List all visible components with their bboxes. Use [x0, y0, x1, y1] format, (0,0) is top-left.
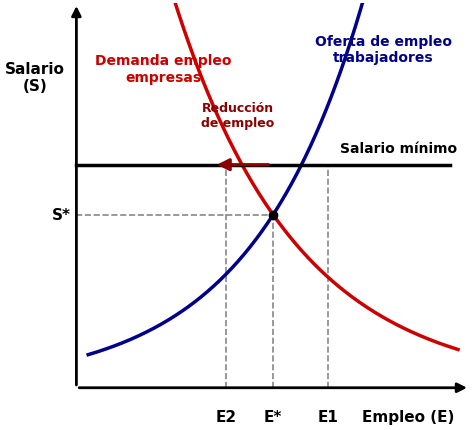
Text: Salario mínimo: Salario mínimo [340, 142, 457, 156]
Text: Empleo (E): Empleo (E) [362, 409, 454, 424]
Text: S*: S* [52, 208, 71, 223]
Text: E*: E* [264, 409, 283, 424]
Text: Reducción
de empleo: Reducción de empleo [201, 101, 274, 129]
Text: Demanda empleo
empresas: Demanda empleo empresas [95, 54, 231, 84]
Text: Salario
(S): Salario (S) [5, 62, 65, 94]
Text: E2: E2 [215, 409, 237, 424]
Text: Oferta de empleo
trabajadores: Oferta de empleo trabajadores [315, 35, 452, 65]
Text: E1: E1 [318, 409, 338, 424]
